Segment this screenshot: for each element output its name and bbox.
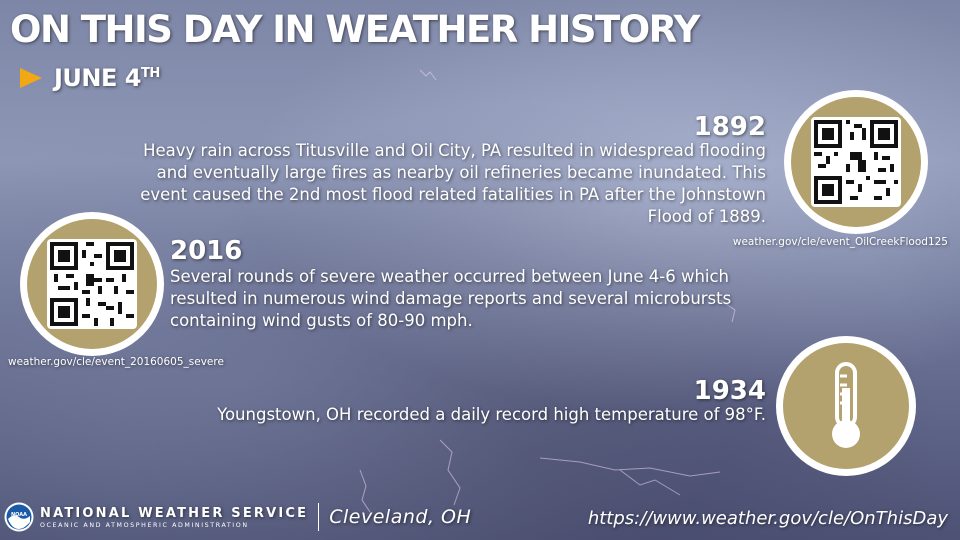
date-main: JUNE 4 (54, 64, 141, 92)
date-row: JUNE 4TH (20, 64, 160, 92)
event-text-2016: Several rounds of severe weather occurre… (170, 267, 732, 330)
event-year-1934: 1934 (693, 376, 766, 406)
noaa-logo-text: NOAA (11, 512, 27, 518)
footer-divider (318, 503, 320, 531)
qr-code-icon (47, 239, 137, 329)
page-title: ON THIS DAY IN WEATHER HISTORY (10, 8, 700, 51)
qr-code-graphic (814, 120, 898, 204)
noaa-logo-icon: NOAA (4, 502, 34, 532)
qr-caption-1892[interactable]: weather.gov/cle/event_OilCreekFlood125 (732, 236, 948, 248)
qr-code-icon (811, 117, 901, 207)
office-name: Cleveland, OH (329, 506, 472, 528)
qr-badge-2016[interactable] (20, 212, 164, 356)
event-year-1892: 1892 (693, 112, 766, 142)
event-text-1892: Heavy rain across Titusville and Oil Cit… (140, 141, 766, 226)
event-year-2016: 2016 (170, 236, 243, 266)
date-label: JUNE 4TH (54, 64, 160, 92)
footer-url-link[interactable]: https://www.weather.gov/cle/OnThisDay (587, 508, 948, 529)
event-text-1934: Youngstown, OH recorded a daily record h… (217, 405, 766, 424)
date-suffix: TH (140, 66, 160, 81)
thermometer-badge (776, 336, 916, 476)
agency-subtitle: OCEANIC AND ATMOSPHERIC ADMINISTRATION (40, 521, 249, 529)
play-arrow-icon (20, 68, 42, 88)
nws-logo-lockup[interactable]: NOAA NATIONAL WEATHER SERVICE OCEANIC AN… (4, 502, 471, 532)
thermometer-icon (832, 362, 860, 448)
qr-badge-1892[interactable] (784, 90, 928, 234)
qr-code-graphic (50, 242, 134, 326)
agency-name: NATIONAL WEATHER SERVICE (40, 505, 309, 521)
qr-caption-2016[interactable]: weather.gov/cle/event_20160605_severe (8, 356, 224, 368)
